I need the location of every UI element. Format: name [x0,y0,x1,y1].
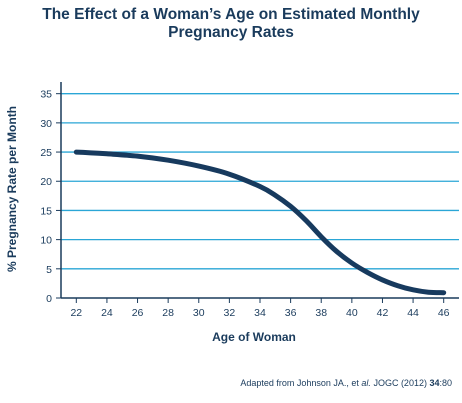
pregnancy-rate-line [73,149,447,296]
y-tick-label: 35 [40,89,52,101]
source-bold: 34 [429,378,440,388]
x-tick-label: 40 [346,307,358,319]
x-tick-label: 42 [377,307,389,319]
y-tick-label: 30 [40,118,52,130]
x-tick-label: 28 [162,307,174,319]
source-suffix: :80 [439,378,452,388]
x-tick-label: 44 [407,307,419,319]
x-tick-label: 46 [438,307,450,319]
grid-lines [61,93,459,270]
y-tick-labels: 0 5 10 15 20 25 30 35 [40,89,52,305]
source-citation: Adapted from Johnson JA., et al. JOGC (2… [240,378,452,388]
x-tick-label: 32 [224,307,236,319]
source-prefix: Adapted from Johnson JA., et [240,378,362,388]
y-tick-label: 10 [40,235,52,247]
x-tick-label: 26 [132,307,144,319]
axes [56,82,459,303]
series [73,149,447,296]
source-italic: al. [361,378,371,388]
x-tick-label: 30 [193,307,205,319]
y-tick-label: 0 [46,293,52,305]
x-tick-label: 22 [70,307,82,319]
chart-title-line-2: Pregnancy Rates [168,24,294,41]
chart-title: The Effect of a Woman’s Age on Estimated… [0,6,462,42]
x-axis-title: Age of Woman [212,330,296,344]
y-axis-title: % Pregnancy Rate per Month [5,106,19,272]
y-tick-label: 25 [40,147,52,159]
y-tick-label: 15 [40,205,52,217]
x-tick-label: 34 [254,307,266,319]
x-tick-label: 38 [315,307,327,319]
chart-title-line-1: The Effect of a Woman’s Age on Estimated… [42,6,420,23]
source-middle: JOGC (2012) [370,378,430,388]
y-tick-label: 5 [46,264,52,276]
x-tick-labels: 22 24 26 28 30 32 34 36 38 40 42 44 46 [70,307,449,319]
y-tick-label: 20 [40,176,52,188]
x-tick-label: 36 [285,307,297,319]
x-tick-label: 24 [101,307,113,319]
